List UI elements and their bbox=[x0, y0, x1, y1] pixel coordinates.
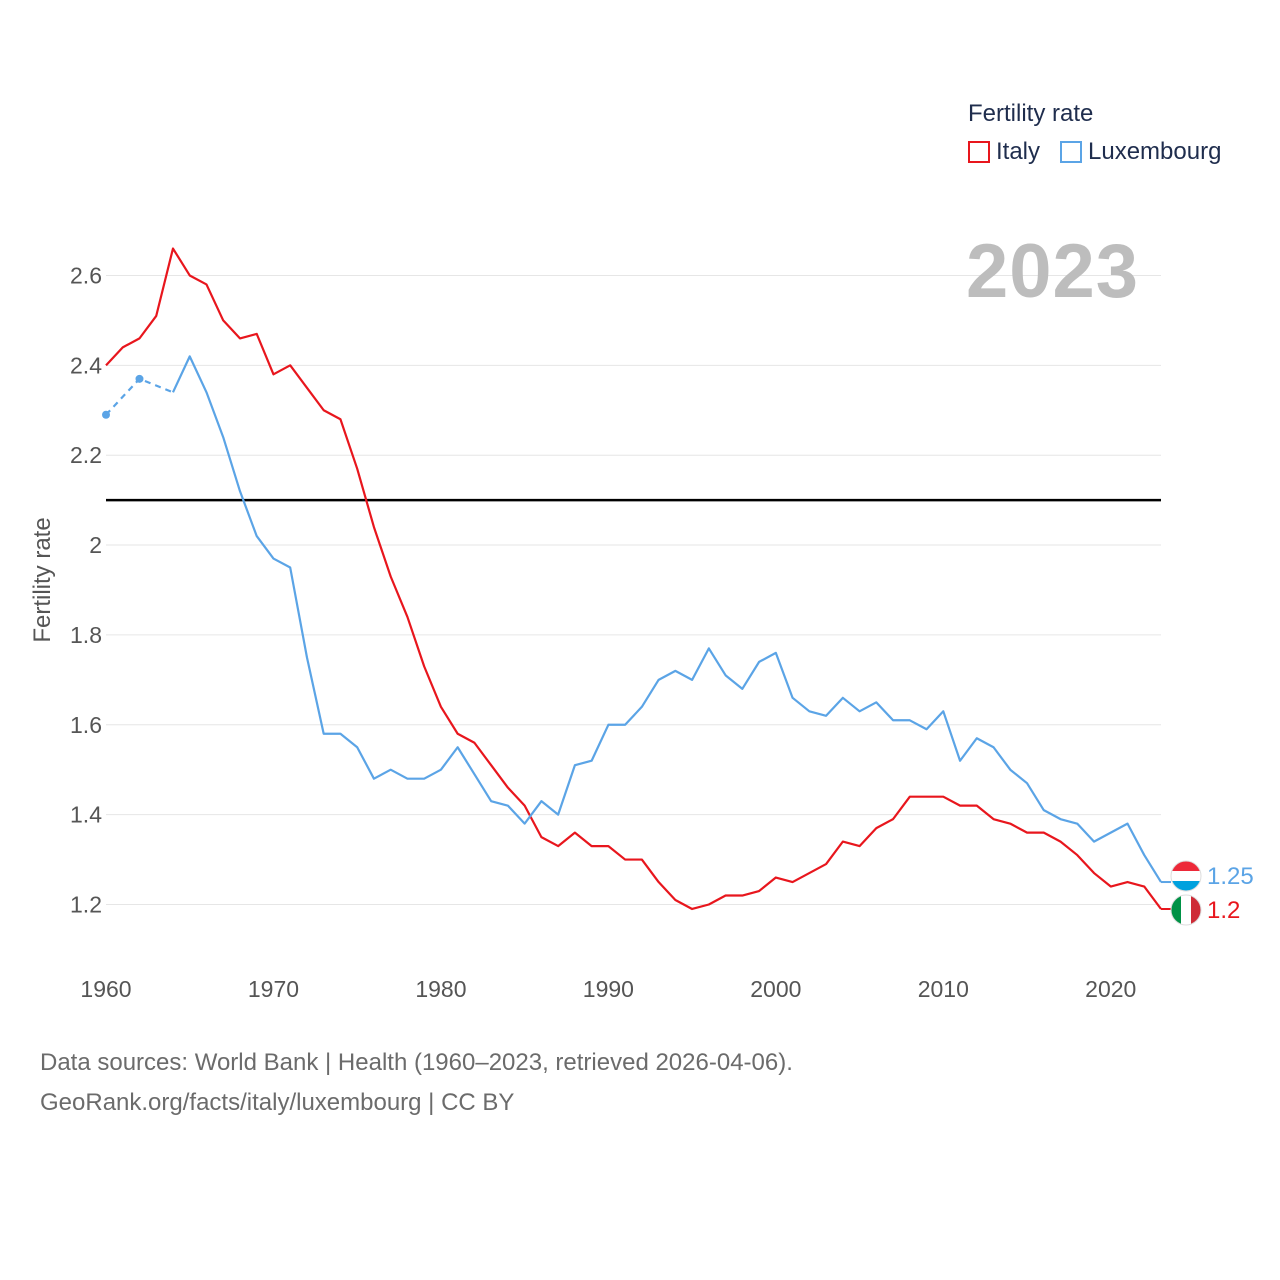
footer-attribution: GeoRank.org/facts/italy/luxembourg | CC … bbox=[40, 1089, 515, 1116]
legend-item-luxembourg: Luxembourg bbox=[1060, 138, 1221, 166]
italy-flag bbox=[1171, 895, 1201, 925]
legend-items: Italy Luxembourg bbox=[968, 138, 1221, 166]
luxembourg-point bbox=[135, 374, 144, 383]
y-tick-label: 2.6 bbox=[70, 262, 102, 288]
luxembourg-flag-blue bbox=[1171, 881, 1201, 891]
italy-flag-red bbox=[1191, 895, 1201, 925]
luxembourg-flag-border bbox=[1170, 860, 1202, 892]
luxembourg-flag-white bbox=[1171, 871, 1201, 881]
y-tick-label: 2.2 bbox=[70, 442, 102, 468]
x-tick-label: 2020 bbox=[1085, 976, 1136, 1002]
luxembourg-line bbox=[171, 355, 1162, 883]
luxembourg-point bbox=[102, 410, 110, 419]
y-tick-label: 1.8 bbox=[70, 622, 102, 648]
luxembourg-flag bbox=[1171, 861, 1201, 891]
legend-swatch bbox=[968, 141, 990, 163]
x-tick-label: 2000 bbox=[750, 976, 801, 1002]
y-tick-label: 1.6 bbox=[70, 712, 102, 738]
italy-flag-border bbox=[1170, 894, 1202, 926]
x-tick-label: 1970 bbox=[248, 976, 299, 1002]
italy-flag-white bbox=[1181, 895, 1191, 925]
luxembourg-dashed-line bbox=[105, 377, 174, 416]
luxembourg-flag-red bbox=[1171, 861, 1201, 871]
italy-line bbox=[105, 247, 1162, 911]
y-tick-label: 1.2 bbox=[70, 892, 102, 918]
legend-item-italy: Italy bbox=[968, 138, 1040, 166]
x-tick-label: 1960 bbox=[80, 976, 131, 1002]
x-axis-ticks: 1960 1970 1980 1990 2000 2010 2020 bbox=[80, 976, 1136, 1002]
x-tick-label: 2010 bbox=[918, 976, 969, 1002]
italy-flag-green bbox=[1171, 895, 1181, 925]
footer: Data sources: World Bank | Health (1960–… bbox=[40, 1043, 793, 1123]
x-tick-label: 1990 bbox=[583, 976, 634, 1002]
legend-title: Fertility rate bbox=[968, 100, 1094, 127]
footer-sources: Data sources: World Bank | Health (1960–… bbox=[40, 1049, 793, 1076]
grid-lines bbox=[106, 274, 1161, 905]
legend-label: Luxembourg bbox=[1088, 138, 1222, 165]
end-markers: 1.2 1.25 bbox=[1161, 860, 1254, 926]
legend-label: Italy bbox=[996, 138, 1041, 165]
y-tick-label: 2.4 bbox=[70, 352, 102, 378]
y-tick-label: 2 bbox=[89, 532, 102, 558]
y-tick-label: 1.4 bbox=[70, 802, 102, 828]
x-tick-label: 1980 bbox=[415, 976, 466, 1002]
legend-swatch bbox=[1060, 141, 1083, 163]
luxembourg-end-value-label: 1.25 bbox=[1207, 863, 1254, 890]
y-axis-ticks: 1.2 1.4 1.6 1.8 2 2.2 2.4 2.6 bbox=[70, 262, 102, 917]
current-year-label: 2023 bbox=[966, 229, 1140, 314]
y-axis-title: Fertility rate bbox=[29, 517, 56, 642]
legend: Fertility rate Italy Luxembourg bbox=[968, 100, 1221, 166]
italy-end-value-label: 1.2 bbox=[1207, 897, 1240, 924]
series-group bbox=[102, 247, 1162, 911]
